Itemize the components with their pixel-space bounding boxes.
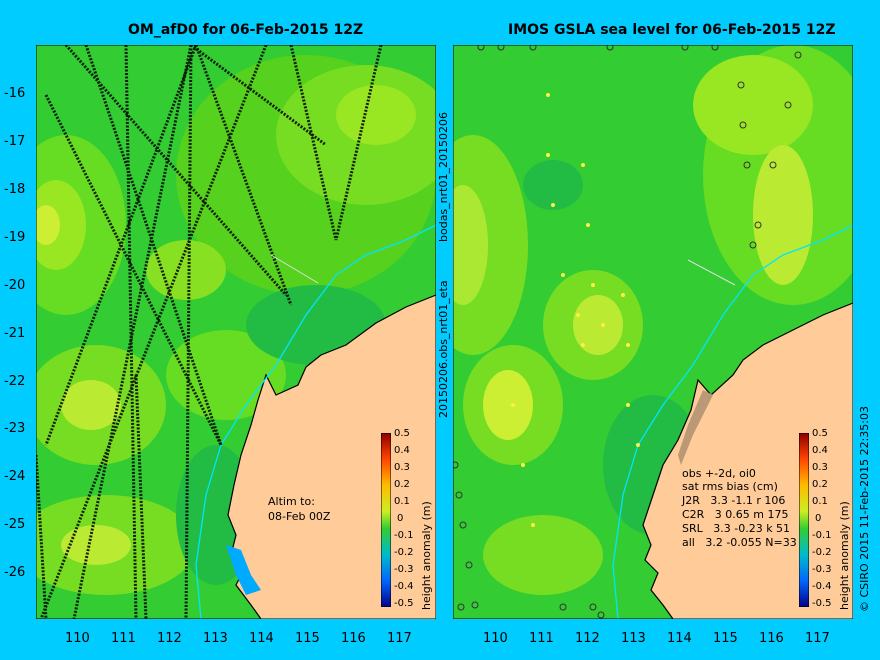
left-colorbar-label: height anomaly (m) bbox=[420, 501, 433, 610]
cbar-tick: 0.3 bbox=[394, 462, 410, 473]
left-map bbox=[36, 45, 436, 619]
x-tick: 115 bbox=[295, 631, 320, 646]
left-map-panel bbox=[36, 45, 436, 619]
cbar-tick: -0.5 bbox=[812, 598, 832, 609]
x-tick: 114 bbox=[667, 631, 692, 646]
y-tick: -22 bbox=[4, 374, 26, 389]
cbar-tick: 0.1 bbox=[394, 496, 410, 507]
model-file-label: bodas_nrt01_20150206 bbox=[437, 112, 450, 242]
x-tick: 111 bbox=[529, 631, 554, 646]
x-tick: 114 bbox=[249, 631, 274, 646]
cbar-tick: -0.4 bbox=[812, 581, 832, 592]
cbar-tick: 0.5 bbox=[812, 428, 828, 439]
cbar-tick: 0.4 bbox=[812, 445, 828, 456]
right-map-panel bbox=[453, 45, 853, 619]
left-colorbar bbox=[381, 433, 391, 607]
y-tick: -20 bbox=[4, 278, 26, 293]
cbar-tick: 0.2 bbox=[812, 479, 828, 490]
right-map bbox=[453, 45, 853, 619]
y-tick: -21 bbox=[4, 326, 26, 341]
y-tick: -17 bbox=[4, 134, 26, 149]
y-tick: -18 bbox=[4, 182, 26, 197]
stats-row: C2R 3 0.65 m 175 bbox=[682, 508, 789, 521]
cbar-tick: -0.1 bbox=[394, 530, 414, 541]
y-tick: -24 bbox=[4, 469, 26, 484]
x-tick: 111 bbox=[111, 631, 136, 646]
stats-row: J2R 3.3 -1.1 r 106 bbox=[682, 494, 786, 507]
left-panel-title: OM_afD0 for 06-Feb-2015 12Z bbox=[128, 22, 364, 38]
x-tick: 112 bbox=[157, 631, 182, 646]
x-tick: 117 bbox=[387, 631, 412, 646]
x-tick: 110 bbox=[483, 631, 508, 646]
x-tick: 116 bbox=[759, 631, 784, 646]
obs-file-label: 20150206.obs_nrt01_eta bbox=[437, 280, 450, 418]
stats-header: sat rms bias (cm) bbox=[682, 480, 778, 493]
cbar-tick: -0.2 bbox=[394, 547, 414, 558]
x-tick: 112 bbox=[575, 631, 600, 646]
y-tick: -16 bbox=[4, 86, 26, 101]
cbar-tick: 0 bbox=[815, 513, 822, 524]
y-tick: -19 bbox=[4, 230, 26, 245]
csiro-credit: © CSIRO 2015 11-Feb-2015 22:35:03 bbox=[858, 406, 871, 612]
cbar-tick: 0.2 bbox=[394, 479, 410, 490]
right-panel-title: IMOS GSLA sea level for 06-Feb-2015 12Z bbox=[508, 22, 836, 38]
x-tick: 115 bbox=[713, 631, 738, 646]
x-tick: 113 bbox=[203, 631, 228, 646]
cbar-tick: -0.2 bbox=[812, 547, 832, 558]
x-tick: 117 bbox=[805, 631, 830, 646]
stats-row: all 3.2 -0.055 N=33 bbox=[682, 536, 797, 549]
stats-title: obs +-2d, oi0 bbox=[682, 467, 756, 480]
cbar-tick: -0.3 bbox=[812, 564, 832, 575]
stats-row: SRL 3.3 -0.23 k 51 bbox=[682, 522, 791, 535]
y-tick: -25 bbox=[4, 517, 26, 532]
cbar-tick: 0.5 bbox=[394, 428, 410, 439]
cbar-tick: -0.1 bbox=[812, 530, 832, 541]
cbar-tick: -0.4 bbox=[394, 581, 414, 592]
cbar-tick: -0.3 bbox=[394, 564, 414, 575]
cbar-tick: 0.4 bbox=[394, 445, 410, 456]
x-tick: 110 bbox=[65, 631, 90, 646]
cbar-tick: 0 bbox=[397, 513, 404, 524]
cbar-tick: 0.3 bbox=[812, 462, 828, 473]
altim-note-1: Altim to: bbox=[268, 495, 315, 508]
y-tick: -23 bbox=[4, 421, 26, 436]
right-colorbar bbox=[799, 433, 809, 607]
x-tick: 113 bbox=[621, 631, 646, 646]
altim-note-2: 08-Feb 00Z bbox=[268, 510, 331, 523]
right-colorbar-label: height anomaly (m) bbox=[838, 501, 851, 610]
cbar-tick: 0.1 bbox=[812, 496, 828, 507]
y-tick: -26 bbox=[4, 565, 26, 580]
cbar-tick: -0.5 bbox=[394, 598, 414, 609]
x-tick: 116 bbox=[341, 631, 366, 646]
